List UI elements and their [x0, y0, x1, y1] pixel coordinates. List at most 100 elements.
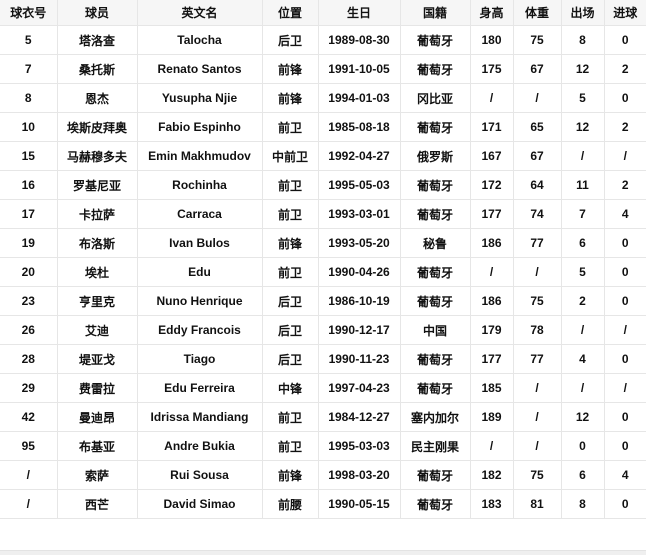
cell-appearances: 12	[560, 402, 605, 432]
cell-weight: 64	[512, 170, 562, 200]
cell-birthday: 1995-03-03	[317, 431, 401, 461]
cell-english-name: David Simao	[136, 489, 263, 519]
cell-height: 185	[469, 373, 514, 403]
cell-weight: /	[512, 431, 562, 461]
cell-appearances: 4	[560, 344, 605, 374]
cell-position: 前锋	[261, 228, 319, 258]
cell-number: /	[0, 489, 58, 519]
cell-english-name: Talocha	[136, 25, 263, 55]
cell-name: 马赫穆多夫	[56, 141, 138, 171]
cell-appearances: /	[560, 141, 605, 171]
column-header-goals: 进球	[603, 0, 646, 26]
horizontal-scrollbar[interactable]	[0, 550, 646, 555]
cell-position: 中前卫	[261, 141, 319, 171]
cell-nationality: 俄罗斯	[399, 141, 471, 171]
cell-english-name: Rochinha	[136, 170, 263, 200]
cell-goals: 0	[603, 489, 646, 519]
cell-name: 西芒	[56, 489, 138, 519]
cell-number: 23	[0, 286, 58, 316]
cell-number: /	[0, 460, 58, 490]
cell-english-name: Fabio Espinho	[136, 112, 263, 142]
cell-goals: /	[603, 141, 646, 171]
cell-number: 16	[0, 170, 58, 200]
cell-goals: 4	[603, 460, 646, 490]
column-header-nationality: 国籍	[399, 0, 471, 26]
cell-height: 182	[469, 460, 514, 490]
cell-weight: 74	[512, 199, 562, 229]
cell-weight: 77	[512, 228, 562, 258]
cell-number: 7	[0, 54, 58, 84]
cell-appearances: /	[560, 315, 605, 345]
cell-weight: 78	[512, 315, 562, 345]
cell-goals: 0	[603, 431, 646, 461]
cell-goals: 2	[603, 170, 646, 200]
cell-birthday: 1991-10-05	[317, 54, 401, 84]
cell-nationality: 葡萄牙	[399, 25, 471, 55]
table-row: 42 曼迪昂 Idrissa Mandiang 前卫 1984-12-27 塞内加尔 189…	[0, 402, 646, 432]
cell-position: 前卫	[261, 257, 319, 287]
cell-height: 171	[469, 112, 514, 142]
cell-appearances: 8	[560, 489, 605, 519]
cell-birthday: 1986-10-19	[317, 286, 401, 316]
cell-english-name: Carraca	[136, 199, 263, 229]
table-row: 29 费雷拉 Edu Ferreira 中锋 1997-04-23 葡萄牙 185// /	[0, 373, 646, 403]
cell-position: 后卫	[261, 25, 319, 55]
table-row: / 西芒 David Simao 前腰 1990-05-15 葡萄牙 183 81 8 0	[0, 489, 646, 519]
cell-nationality: 葡萄牙	[399, 286, 471, 316]
cell-number: 17	[0, 199, 58, 229]
cell-birthday: 1998-03-20	[317, 460, 401, 490]
table-row: 20 埃杜 Edu 前卫 1990-04-26 葡萄牙 //5 0	[0, 257, 646, 287]
cell-number: 20	[0, 257, 58, 287]
cell-height: 186	[469, 286, 514, 316]
cell-position: 前卫	[261, 431, 319, 461]
cell-birthday: 1992-04-27	[317, 141, 401, 171]
cell-english-name: Yusupha Njie	[136, 83, 263, 113]
cell-nationality: 葡萄牙	[399, 170, 471, 200]
cell-nationality: 葡萄牙	[399, 373, 471, 403]
cell-number: 5	[0, 25, 58, 55]
cell-appearances: 6	[560, 228, 605, 258]
cell-position: 前卫	[261, 402, 319, 432]
cell-goals: 0	[603, 286, 646, 316]
cell-birthday: 1984-12-27	[317, 402, 401, 432]
cell-english-name: Eddy Francois	[136, 315, 263, 345]
cell-height: 183	[469, 489, 514, 519]
cell-position: 前锋	[261, 460, 319, 490]
column-header-weight: 体重	[512, 0, 562, 26]
cell-name: 索萨	[56, 460, 138, 490]
cell-height: 175	[469, 54, 514, 84]
table-row: 26 艾迪 Eddy Francois 后卫 1990-12-17 中国 179 78//	[0, 315, 646, 345]
cell-nationality: 葡萄牙	[399, 112, 471, 142]
cell-height: 179	[469, 315, 514, 345]
cell-height: /	[469, 83, 514, 113]
cell-name: 艾迪	[56, 315, 138, 345]
cell-weight: /	[512, 83, 562, 113]
cell-name: 堤亚戈	[56, 344, 138, 374]
cell-weight: 65	[512, 112, 562, 142]
cell-number: 28	[0, 344, 58, 374]
cell-name: 曼迪昂	[56, 402, 138, 432]
cell-position: 前卫	[261, 199, 319, 229]
cell-english-name: Andre Bukia	[136, 431, 263, 461]
cell-number: 29	[0, 373, 58, 403]
cell-birthday: 1985-08-18	[317, 112, 401, 142]
player-table: 球衣号 球员 英文名 位置 生日 国籍 身高 体重 出场 进球 5 塔洛查 Talocha 后卫 1989…	[0, 0, 646, 519]
cell-nationality: 塞内加尔	[399, 402, 471, 432]
table-row: 23 亨里克 Nuno Henrique 后卫 1986-10-19 葡萄牙 186 75 2 0	[0, 286, 646, 316]
cell-birthday: 1990-05-15	[317, 489, 401, 519]
cell-goals: 0	[603, 25, 646, 55]
cell-goals: /	[603, 373, 646, 403]
cell-goals: 0	[603, 257, 646, 287]
cell-weight: /	[512, 373, 562, 403]
cell-weight: 81	[512, 489, 562, 519]
cell-goals: 2	[603, 112, 646, 142]
cell-appearances: 2	[560, 286, 605, 316]
cell-nationality: 葡萄牙	[399, 54, 471, 84]
cell-english-name: Nuno Henrique	[136, 286, 263, 316]
cell-name: 罗基尼亚	[56, 170, 138, 200]
cell-number: 42	[0, 402, 58, 432]
cell-weight: 67	[512, 54, 562, 84]
cell-name: 埃斯皮拜奥	[56, 112, 138, 142]
column-header-position: 位置	[261, 0, 319, 26]
cell-weight: /	[512, 257, 562, 287]
